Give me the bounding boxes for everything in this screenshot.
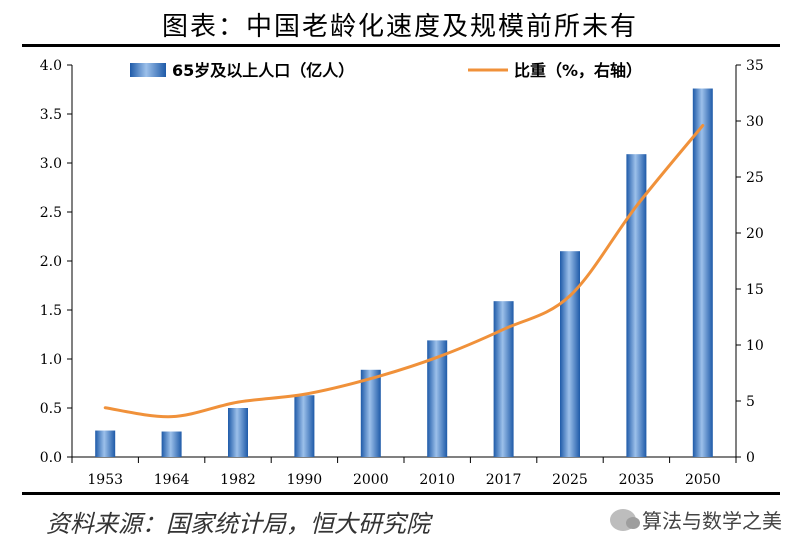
bar — [560, 251, 580, 457]
bar — [493, 301, 514, 457]
bar — [626, 154, 647, 457]
left-tick-label: 0.0 — [40, 450, 62, 466]
source-note: 资料来源：国家统计局，恒大研究院 — [46, 510, 430, 538]
x-tick-label: 2025 — [552, 472, 588, 488]
left-tick-label: 2.5 — [40, 205, 62, 221]
right-tick-label: 5 — [746, 394, 755, 410]
bottom-rule — [22, 492, 780, 495]
bar — [161, 431, 182, 457]
right-tick-label: 25 — [746, 170, 764, 186]
bar — [228, 408, 248, 457]
right-tick-label: 0 — [746, 450, 755, 466]
x-tick-label: 2017 — [486, 472, 522, 488]
top-rule — [22, 44, 780, 47]
x-tick-label: 2000 — [353, 472, 389, 488]
left-tick-label: 4.0 — [40, 58, 62, 74]
watermark: 算法与数学之美 — [610, 505, 782, 534]
x-tick-label: 2010 — [419, 472, 455, 488]
watermark-text: 算法与数学之美 — [642, 509, 782, 533]
right-tick-label: 10 — [746, 338, 764, 354]
right-tick-label: 35 — [746, 58, 764, 74]
right-tick-label: 20 — [746, 226, 764, 242]
x-tick-label: 1990 — [287, 472, 323, 488]
x-tick-label: 2050 — [685, 472, 721, 488]
legend-bar-swatch — [130, 63, 166, 77]
bar — [95, 430, 116, 457]
wechat-icon — [610, 508, 640, 531]
x-tick-label: 1982 — [220, 472, 256, 488]
chart-title: 图表：中国老龄化速度及规模前所未有 — [161, 12, 638, 42]
left-tick-label: 3.0 — [40, 156, 62, 172]
left-tick-label: 1.5 — [40, 303, 62, 319]
left-tick-label: 0.5 — [40, 401, 62, 417]
share-line — [103, 123, 705, 419]
bar — [360, 369, 381, 457]
bar — [427, 340, 448, 457]
bar — [692, 88, 713, 458]
legend-line-label: 比重（%，右轴） — [514, 61, 642, 80]
left-tick-label: 3.5 — [40, 107, 62, 123]
x-tick-label: 1964 — [154, 472, 190, 488]
left-tick-label: 1.0 — [40, 352, 62, 368]
legend-bar-label: 65岁及以上人口（亿人） — [172, 61, 354, 80]
bar — [294, 395, 315, 457]
x-tick-label: 2035 — [619, 472, 655, 488]
left-tick-label: 2.0 — [40, 254, 62, 270]
right-tick-label: 15 — [746, 282, 764, 298]
x-tick-label: 1953 — [87, 472, 123, 488]
right-tick-label: 30 — [746, 114, 764, 130]
